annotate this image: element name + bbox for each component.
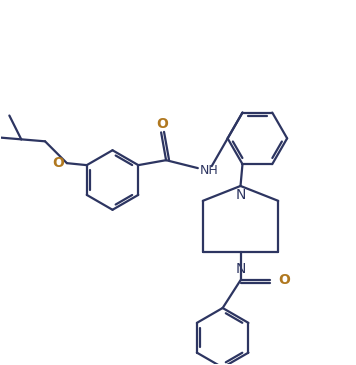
Text: O: O <box>156 118 168 131</box>
Text: N: N <box>235 188 246 202</box>
Text: O: O <box>278 273 290 287</box>
Text: NH: NH <box>200 164 219 177</box>
Text: N: N <box>235 262 246 276</box>
Text: O: O <box>52 156 64 170</box>
